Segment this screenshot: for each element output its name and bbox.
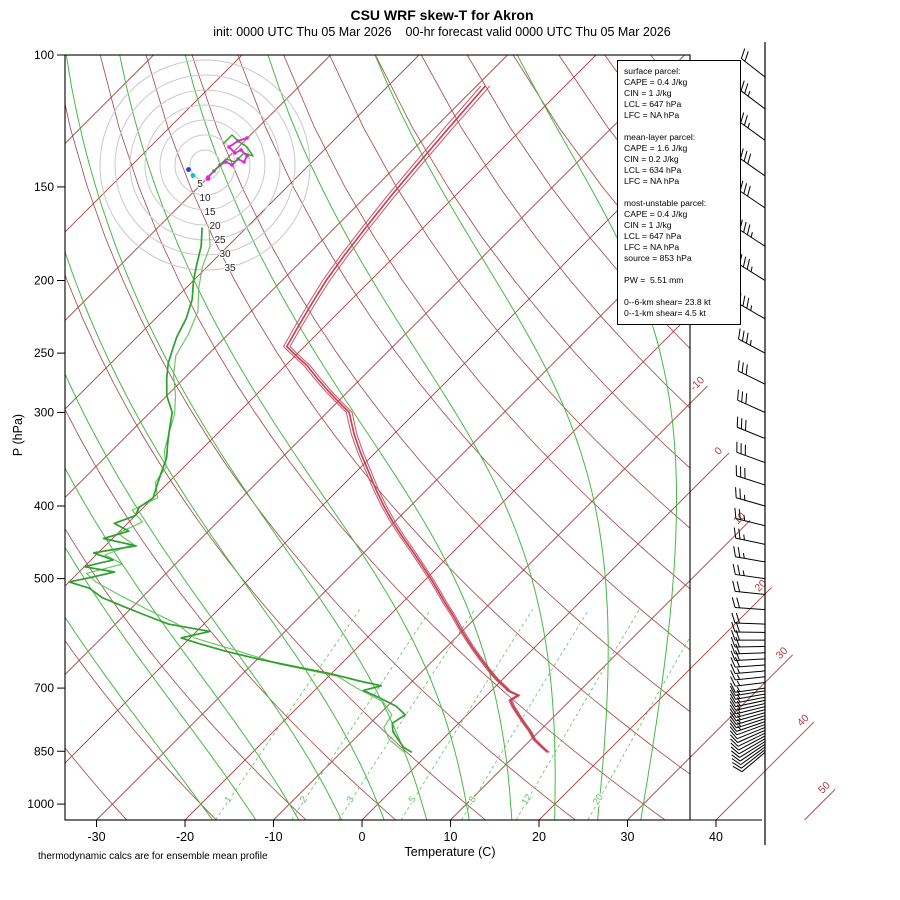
svg-text:30: 30	[219, 249, 231, 260]
svg-text:-20: -20	[176, 830, 194, 844]
svg-text:200: 200	[34, 274, 54, 288]
svg-text:700: 700	[34, 681, 54, 695]
svg-text:20: 20	[591, 792, 606, 807]
svg-text:0: 0	[359, 830, 366, 844]
svg-text:40: 40	[709, 830, 723, 844]
footnote: thermodynamic calcs are for ensemble mea…	[38, 851, 268, 862]
svg-text:10: 10	[199, 193, 211, 204]
svg-text:500: 500	[34, 572, 54, 586]
svg-text:100: 100	[34, 48, 54, 62]
svg-text:30: 30	[621, 830, 635, 844]
mixing-ratio-lines	[215, 609, 690, 820]
svg-text:10: 10	[444, 830, 458, 844]
svg-text:300: 300	[34, 405, 54, 419]
chart-subtitle: init: 0000 UTC Thu 05 Mar 2026 00-hr for…	[213, 25, 671, 39]
chart-title: CSU WRF skew-T for Akron	[350, 7, 534, 23]
svg-text:20: 20	[532, 830, 546, 844]
svg-text:1000: 1000	[27, 797, 54, 811]
svg-text:0: 0	[712, 445, 725, 458]
svg-text:5: 5	[407, 794, 419, 804]
svg-text:5: 5	[197, 179, 203, 190]
svg-text:-10: -10	[688, 374, 707, 393]
sounding-profiles	[68, 85, 550, 754]
svg-text:3: 3	[345, 794, 357, 804]
svg-text:12: 12	[519, 792, 534, 807]
svg-text:25: 25	[214, 235, 226, 246]
svg-text:1: 1	[222, 794, 234, 804]
svg-text:8: 8	[467, 794, 479, 804]
y-axis-label: P (hPa)	[11, 413, 25, 457]
parcel-info-box: surface parcel: CAPE = 0.4 J/kg CIN = 1 …	[617, 60, 741, 325]
svg-text:850: 850	[34, 744, 54, 758]
svg-text:2: 2	[298, 794, 310, 804]
hodograph: 5 10 15 20 25 30 35	[99, 59, 311, 275]
wind-barb-column	[729, 48, 766, 773]
svg-text:150: 150	[34, 180, 54, 194]
svg-text:-30: -30	[87, 830, 105, 844]
svg-text:400: 400	[34, 499, 54, 513]
x-axis-label: Temperature (C)	[404, 845, 496, 859]
svg-text:-10: -10	[264, 830, 282, 844]
svg-text:35: 35	[224, 263, 236, 274]
svg-text:20: 20	[209, 221, 221, 232]
svg-text:15: 15	[204, 207, 216, 218]
moist-adiabat-lines	[65, 55, 677, 820]
dry-adiabat-lines	[65, 55, 690, 820]
svg-text:250: 250	[34, 346, 54, 360]
